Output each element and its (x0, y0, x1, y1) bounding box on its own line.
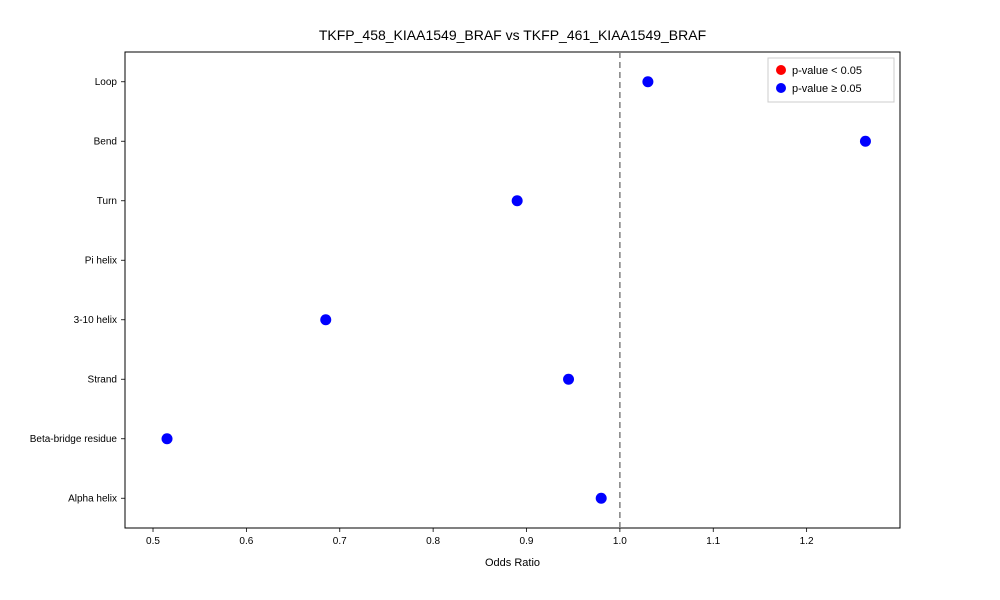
data-point (320, 314, 331, 325)
legend: p-value < 0.05 p-value ≥ 0.05 (768, 58, 894, 102)
data-point (596, 493, 607, 504)
y-tick-label: Strand (88, 374, 117, 385)
data-point (642, 76, 653, 87)
legend-label: p-value ≥ 0.05 (792, 83, 862, 95)
data-point (162, 433, 173, 444)
data-point (563, 374, 574, 385)
odds-ratio-chart: 0.5 0.6 0.7 0.8 0.9 1.0 1.1 1.2 Odds Ratio Alpha … (0, 0, 1000, 600)
legend-label: p-value < 0.05 (792, 65, 862, 77)
legend-swatch (776, 83, 786, 93)
x-tick-label: 0.6 (239, 536, 253, 547)
x-tick-label: 1.2 (800, 536, 814, 547)
y-tick-label: Alpha helix (68, 493, 117, 504)
legend-swatch (776, 65, 786, 75)
x-tick-label: 1.1 (706, 536, 720, 547)
y-tick-label: Pi helix (85, 255, 117, 266)
x-tick-label: 1.0 (613, 536, 627, 547)
data-point (860, 136, 871, 147)
y-tick-label: Beta-bridge residue (30, 434, 118, 445)
y-tick-label: Bend (94, 136, 117, 147)
x-tick-label: 0.7 (333, 536, 347, 547)
x-tick-label: 0.9 (520, 536, 534, 547)
y-tick-label: 3-10 helix (74, 315, 117, 326)
data-point (512, 195, 523, 206)
y-tick-label: Loop (95, 77, 118, 88)
x-tick-label: 0.5 (146, 536, 160, 547)
chart-title: TKFP_458_KIAA1549_BRAF vs TKFP_461_KIAA1… (319, 27, 706, 43)
x-tick-label: 0.8 (426, 536, 440, 547)
x-axis-label: Odds Ratio (485, 557, 540, 569)
y-tick-label: Turn (97, 196, 117, 207)
